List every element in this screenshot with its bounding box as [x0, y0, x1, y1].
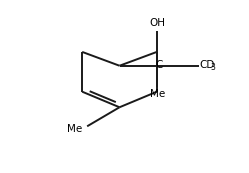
- Text: 3: 3: [211, 63, 216, 72]
- Text: Me: Me: [150, 89, 165, 99]
- Text: Me: Me: [67, 124, 82, 134]
- Text: C: C: [156, 60, 163, 70]
- Text: CD: CD: [199, 60, 215, 70]
- Text: OH: OH: [150, 18, 166, 28]
